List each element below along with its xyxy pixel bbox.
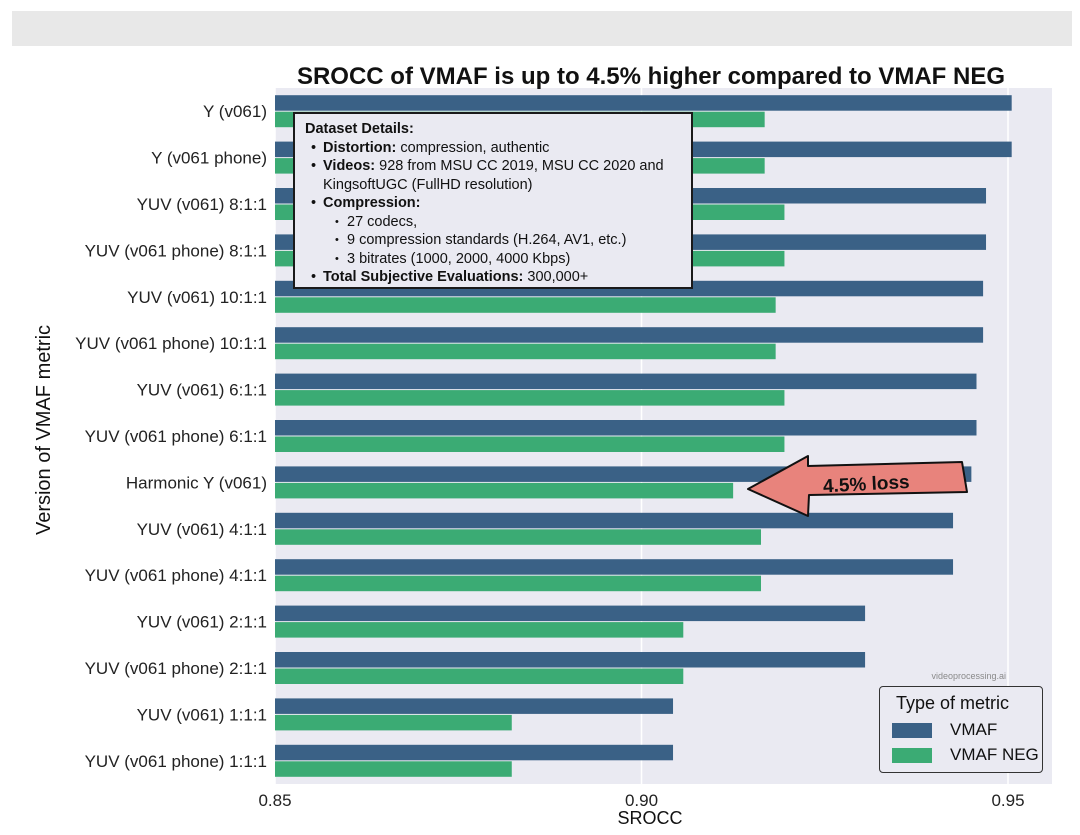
bar-vmaf-neg: [275, 297, 776, 313]
y-tick-label: Harmonic Y (v061): [126, 473, 267, 492]
y-tick-label: YUV (v061) 8:1:1: [137, 195, 267, 214]
info-item-compression: Compression: 27 codecs, 9 compression st…: [323, 194, 681, 268]
legend-label-vmaf-neg: VMAF NEG: [950, 745, 1039, 764]
y-tick-label: Y (v061 phone): [151, 149, 267, 168]
compression-bitrates: 3 bitrates (1000, 2000, 4000 Kbps): [347, 250, 681, 269]
legend-label-vmaf: VMAF: [950, 720, 998, 739]
bar-vmaf-neg: [275, 575, 761, 592]
bar-vmaf: [275, 420, 977, 436]
y-tick-label: YUV (v061 phone) 8:1:1: [85, 241, 267, 260]
videos-label: Videos:: [323, 158, 376, 174]
bar-vmaf-neg: [275, 622, 684, 638]
watermark: videoprocessing.ai: [931, 671, 1006, 681]
y-tick-label: YUV (v061 phone) 10:1:1: [75, 334, 267, 353]
info-list: Distortion: compression, authentic Video…: [305, 139, 681, 287]
bar-vmaf-neg: [275, 343, 776, 360]
info-item-videos: Videos: 928 from MSU CC 2019, MSU CC 202…: [323, 157, 681, 194]
bar-vmaf-neg: [275, 436, 785, 452]
bar-vmaf: [275, 744, 674, 761]
y-axis-label: Version of VMAF metric: [33, 325, 55, 535]
y-tick-label: YUV (v061 phone) 2:1:1: [85, 659, 267, 678]
compression-codecs: 27 codecs,: [347, 213, 681, 232]
distortion-text: compression, authentic: [400, 139, 550, 156]
y-tick-label: YUV (v061) 2:1:1: [137, 613, 267, 632]
bar-vmaf-neg: [275, 529, 761, 545]
videos-text: 928 from MSU CC 2019, MSU CC 2020 and Ki…: [323, 158, 664, 193]
top-bar: [12, 11, 1072, 46]
y-tick-label: YUV (v061) 1:1:1: [137, 705, 267, 724]
info-heading: Dataset Details:: [305, 121, 414, 137]
total-label: Total Subjective Evaluations:: [323, 269, 524, 285]
bar-vmaf-neg: [275, 714, 512, 731]
y-tick-label: YUV (v061 phone) 4:1:1: [85, 566, 267, 585]
x-tick-label: 0.85: [258, 791, 291, 810]
bar-vmaf-neg: [275, 390, 785, 406]
bar-vmaf-neg: [275, 482, 734, 499]
bar-vmaf: [275, 605, 866, 622]
bar-vmaf: [275, 327, 984, 343]
y-tick-label: YUV (v061) 10:1:1: [127, 288, 267, 307]
y-tick-label: YUV (v061) 4:1:1: [137, 520, 267, 539]
y-tick-label: YUV (v061 phone) 1:1:1: [85, 752, 267, 771]
legend-swatch-vmaf-neg: [892, 747, 932, 763]
x-tick-labels: 0.85 0.90 0.95: [258, 791, 1024, 810]
compression-sublist: 27 codecs, 9 compression standards (H.26…: [323, 213, 681, 269]
bar-vmaf: [275, 652, 866, 668]
bar-vmaf-neg: [275, 668, 684, 684]
bar-vmaf: [275, 512, 954, 529]
x-tick-label: 0.95: [991, 791, 1024, 810]
legend-item-vmaf-neg: VMAF NEG: [892, 745, 1039, 765]
arrow-label: 4.5% loss: [823, 472, 911, 498]
bar-vmaf: [275, 373, 977, 390]
legend-title: Type of metric: [896, 693, 1010, 713]
distortion-label: Distortion:: [323, 139, 397, 156]
chart-title: SROCC of VMAF is up to 4.5% higher compa…: [297, 63, 1005, 90]
arrow-shape: [747, 455, 968, 517]
info-item-distortion: Distortion: compression, authentic: [323, 139, 681, 158]
y-tick-label: YUV (v061) 6:1:1: [137, 381, 267, 400]
dataset-details-box: Dataset Details: Distortion: compression…: [293, 112, 693, 289]
bar-vmaf-neg: [275, 761, 512, 777]
bar-vmaf: [275, 95, 1012, 111]
y-tick-label: YUV (v061 phone) 6:1:1: [85, 427, 267, 446]
legend: Type of metric VMAF VMAF NEG: [879, 686, 1043, 773]
loss-annotation-arrow: 4.5% loss: [747, 455, 968, 517]
info-item-total: Total Subjective Evaluations: 300,000+: [323, 268, 681, 287]
legend-swatch-vmaf: [892, 722, 932, 738]
total-text: 300,000+: [527, 269, 589, 285]
y-tick-label: Y (v061): [203, 102, 267, 121]
x-tick-label: 0.90: [625, 791, 658, 810]
bar-vmaf: [275, 698, 674, 714]
x-axis-label: SROCC: [617, 808, 682, 828]
compression-label: Compression:: [323, 195, 421, 211]
compression-standards: 9 compression standards (H.264, AV1, etc…: [347, 231, 681, 250]
bar-vmaf: [275, 559, 954, 575]
y-tick-labels: Y (v061) Y (v061 phone) YUV (v061) 8:1:1 YU…: [75, 102, 267, 771]
legend-item-vmaf: VMAF: [892, 720, 997, 740]
